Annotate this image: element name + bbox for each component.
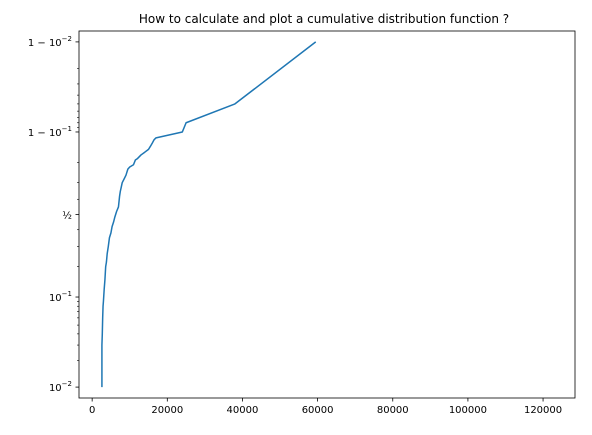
x-tick-label: 100000 [449,405,487,416]
y-tick-label: 10−2 [49,380,72,394]
x-tick-label: 20000 [151,405,183,416]
series-group [101,41,317,388]
y-tick-label: 10−1 [49,290,72,304]
x-tick-label: 80000 [377,405,409,416]
chart-title: How to calculate and plot a cumulative d… [139,12,509,26]
x-tick-label: 0 [89,405,95,416]
y-axis: 10−2 10−1 ½ 1 − 10−1 1 − 10−2 [28,35,79,394]
x-axis: 0 20000 40000 60000 80000 100000 120000 [89,398,562,416]
x-tick-label: 60000 [302,405,334,416]
y-tick-label: 1 − 10−1 [28,125,72,139]
series-line-0 [101,41,317,388]
x-tick-label: 120000 [524,405,562,416]
x-tick-label: 40000 [227,405,259,416]
y-tick-label: 1 − 10−2 [28,35,72,49]
y-tick-label: ½ [62,210,72,222]
plot-area-frame [78,30,576,399]
